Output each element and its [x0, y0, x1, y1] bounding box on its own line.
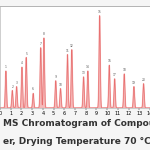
Text: 17: 17 — [113, 73, 117, 77]
Text: 12: 12 — [70, 44, 74, 48]
Text: 9: 9 — [55, 75, 57, 79]
Text: 7: 7 — [40, 42, 42, 46]
Text: 14: 14 — [86, 65, 90, 69]
Text: 13: 13 — [82, 71, 85, 75]
Text: 20: 20 — [142, 78, 146, 82]
Text: er, Drying Temperature 70 °C, Time 6 H: er, Drying Temperature 70 °C, Time 6 H — [3, 137, 150, 146]
Text: 3: 3 — [16, 81, 18, 85]
Text: 6: 6 — [32, 87, 34, 91]
Text: 18: 18 — [122, 68, 126, 72]
Text: 4: 4 — [21, 61, 23, 65]
Text: 15: 15 — [98, 10, 102, 14]
Text: MS Chromatogram of Compounds in Al: MS Chromatogram of Compounds in Al — [3, 118, 150, 127]
Text: 10: 10 — [59, 83, 62, 87]
Text: 11: 11 — [66, 49, 69, 53]
Text: 19: 19 — [132, 81, 136, 85]
Text: 16: 16 — [107, 59, 111, 63]
Text: 5: 5 — [25, 52, 27, 56]
Text: 8: 8 — [43, 32, 45, 36]
Text: 1: 1 — [5, 65, 7, 69]
Text: 2: 2 — [11, 85, 13, 88]
